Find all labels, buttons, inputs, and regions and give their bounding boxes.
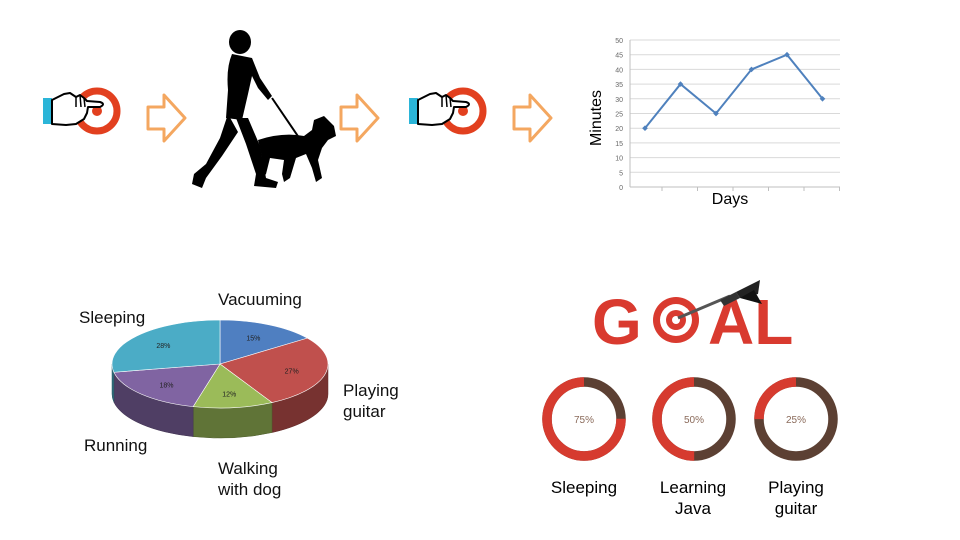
pie-value-label: 12% xyxy=(222,392,236,399)
donut-progress xyxy=(754,377,838,461)
donut-label-line: Playing xyxy=(768,478,824,497)
donut-value-label: 25% xyxy=(786,415,806,426)
touch-tap-icon xyxy=(409,87,487,135)
donut-value-label: 75% xyxy=(574,415,594,426)
y-axis-label: Minutes xyxy=(588,90,605,146)
data-point xyxy=(819,95,826,102)
pie-label-vacuuming: Vacuuming xyxy=(218,290,302,309)
pie-slice xyxy=(219,337,329,403)
y-tick-label: 10 xyxy=(615,156,623,163)
y-tick-label: 25 xyxy=(615,112,623,119)
pie-label-walking-with-dog: Walking with dog xyxy=(218,458,281,500)
data-point xyxy=(784,51,790,58)
pie-label-line: Playing xyxy=(343,381,399,400)
walking-with-dog-icon xyxy=(192,30,336,188)
pie-value-label: 15% xyxy=(246,335,260,342)
goal-progress-rings: 75% 50% 25% xyxy=(542,377,838,461)
donut-label-line: Java xyxy=(675,499,711,518)
pie-slice xyxy=(111,319,221,373)
y-tick-label: 20 xyxy=(615,126,623,133)
y-tick-label: 35 xyxy=(615,82,623,89)
arrow-right-icon xyxy=(512,93,553,143)
pie-label-line: Walking xyxy=(218,459,278,478)
data-point xyxy=(713,110,719,117)
pie-chart-3d: 15% 27% 12% 18% 28% xyxy=(111,319,329,439)
y-tick-label: 50 xyxy=(615,38,623,45)
donut-label-line: Learning xyxy=(659,478,727,497)
data-point xyxy=(748,66,755,73)
donut-progress xyxy=(652,377,736,461)
pie-value-label: 18% xyxy=(159,382,173,389)
dart-target-icon xyxy=(653,280,762,343)
y-tick-label: 5 xyxy=(619,170,623,177)
donut-label-line: guitar xyxy=(774,499,818,518)
y-tick-label: 15 xyxy=(615,141,623,148)
y-tick-label: 45 xyxy=(615,53,623,60)
arrow-right-icon xyxy=(146,93,187,143)
y-tick-label: 40 xyxy=(615,67,623,74)
pie-value-label: 28% xyxy=(156,343,170,350)
y-tick-label: 30 xyxy=(615,97,623,104)
series-line xyxy=(644,53,824,129)
data-point xyxy=(642,125,648,132)
goal-logo: G AL xyxy=(592,280,793,350)
line-chart: 0 5 10 15 20 25 30 35 40 45 50 Days Minutes xyxy=(588,38,840,208)
pie-label-running: Running xyxy=(84,436,148,455)
pie-value-label: 27% xyxy=(285,369,299,376)
arrow-right-icon xyxy=(339,93,380,143)
pie-label-playing-guitar: Playing guitar xyxy=(343,380,399,422)
donut-progress xyxy=(542,377,626,461)
donut-value-label: 50% xyxy=(684,415,704,426)
pie-label-line: with dog xyxy=(218,480,282,499)
donut-label-sleeping: Sleeping xyxy=(529,477,639,498)
touch-tap-icon xyxy=(43,87,121,135)
pie-slice xyxy=(113,363,221,407)
x-axis-label: Days xyxy=(712,191,748,208)
y-tick-label: 0 xyxy=(619,185,623,192)
pie-slice xyxy=(219,319,309,365)
svg-text:G: G xyxy=(592,286,642,350)
pie-label-line: guitar xyxy=(343,402,386,421)
pie-label-sleeping: Sleeping xyxy=(79,308,146,327)
donut-label-learning-java: Learning Java xyxy=(638,477,748,519)
donut-label-line: Sleeping xyxy=(550,478,618,497)
donut-label-playing-guitar: Playing guitar xyxy=(741,477,851,519)
pie-slice xyxy=(192,363,273,409)
data-point xyxy=(677,81,684,87)
